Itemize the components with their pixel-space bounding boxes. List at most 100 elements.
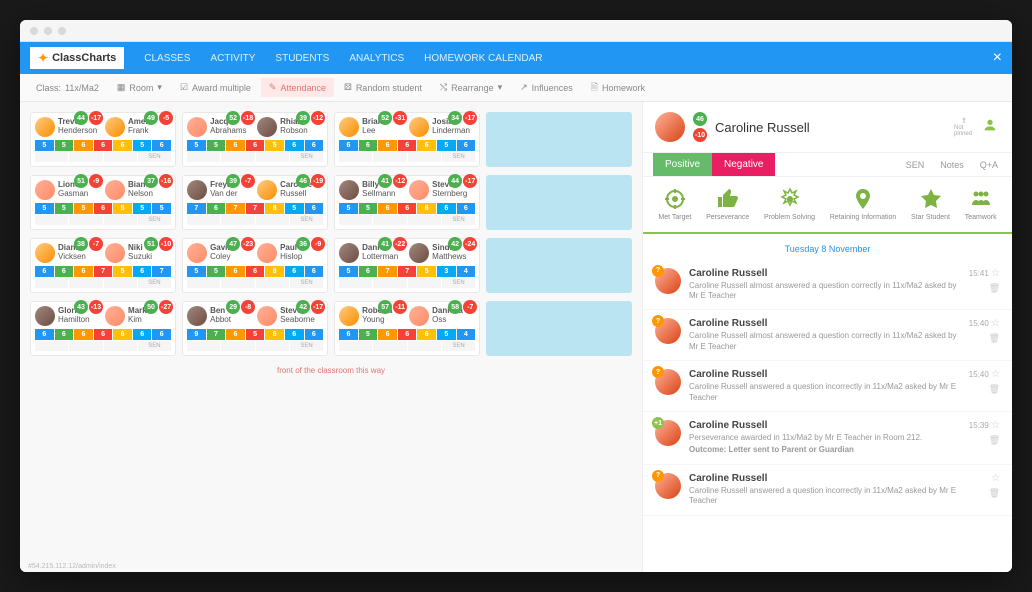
star-icon[interactable]: ☆ <box>991 318 1000 329</box>
random-student-tool[interactable]: ⚄ Random student <box>336 78 430 97</box>
feed-item[interactable]: ?Caroline RussellCaroline Russell almost… <box>643 310 1012 361</box>
homework-tool[interactable]: 🗎 Homework <box>583 76 653 100</box>
empty-desk[interactable] <box>486 175 632 230</box>
trash-icon[interactable]: 🗑 <box>989 435 1000 446</box>
feed-item[interactable]: ?Caroline RussellCaroline Russell almost… <box>643 260 1012 311</box>
desk-card[interactable]: GloriaHamilton43-13MarkKim50-276666666SE… <box>30 301 176 356</box>
student[interactable]: JacquiAbrahams52-18 <box>187 117 253 137</box>
trash-icon[interactable]: 🗑 <box>989 384 1000 395</box>
student[interactable]: BenAbbot29-8 <box>187 306 253 326</box>
desk-card[interactable]: BenAbbot29-8StevenSeaborne42-179765666SE… <box>182 301 328 356</box>
rearrange-tool[interactable]: ⤭ Rearrange ▾ <box>432 78 510 97</box>
nav-item[interactable]: ACTIVITY <box>200 53 265 64</box>
score-cell: 5 <box>55 203 74 214</box>
nav-item[interactable]: ANALYTICS <box>339 53 414 64</box>
positive-badge: 51 <box>144 237 158 251</box>
student[interactable]: BillySellmann41-12 <box>339 180 405 200</box>
score-cell: 5 <box>207 140 226 151</box>
score-cell: 7 <box>187 203 206 214</box>
influences-tool[interactable]: ↗ Influences <box>512 78 581 97</box>
student[interactable]: MarkKim50-27 <box>105 306 171 326</box>
feed-item[interactable]: +1Caroline RussellPerseverance awarded i… <box>643 412 1012 465</box>
student[interactable]: JosiahLinderman34-17 <box>409 117 475 137</box>
feed-dot: +1 <box>652 417 664 429</box>
feed-name: Caroline Russell <box>689 473 981 484</box>
student[interactable]: BrianLee52-31 <box>339 117 405 137</box>
logo[interactable]: ✦ ClassCharts <box>30 47 124 69</box>
student[interactable]: SindhuMatthews42-24 <box>409 243 475 263</box>
desk-card[interactable]: JacquiAbrahams52-18RhianRobson39-1255665… <box>182 112 328 167</box>
desk-card[interactable]: BrianLee52-31JosiahLinderman34-176666656… <box>334 112 480 167</box>
pin-icon[interactable]: Not pinned <box>954 117 974 137</box>
tab-link[interactable]: SEN <box>902 154 929 176</box>
student[interactable]: StevenSternberg44-17 <box>409 180 475 200</box>
desk-card[interactable]: TrevorHenderson44-17AmeliaFrank49-555666… <box>30 112 176 167</box>
student[interactable]: FreyaVan der39-7 <box>187 180 253 200</box>
score-cell: 5 <box>437 140 456 151</box>
score-cell: 6 <box>207 203 226 214</box>
room-tool[interactable]: ▦ Room ▾ <box>109 78 170 97</box>
feed-item[interactable]: ?Caroline RussellCaroline Russell answer… <box>643 465 1012 516</box>
student[interactable]: GloriaHamilton43-13 <box>35 306 101 326</box>
top-nav: ✦ ClassCharts CLASSESACTIVITYSTUDENTSANA… <box>20 42 1012 74</box>
award-button[interactable]: Perseverance <box>706 187 749 222</box>
trash-icon[interactable]: 🗑 <box>989 283 1000 294</box>
feed-dot: ? <box>652 366 664 378</box>
student[interactable]: RhianRobson39-12 <box>257 117 323 137</box>
student[interactable]: BiancaNelson37-16 <box>105 180 171 200</box>
award-button[interactable]: Retaining Information <box>830 187 897 222</box>
attendance-tool[interactable]: ✎ Attendance <box>261 78 334 97</box>
student[interactable]: TrevorHenderson44-17 <box>35 117 101 137</box>
student[interactable]: PaulHislop36-9 <box>257 243 323 263</box>
desk-card[interactable]: LionelGasman51-9BiancaNelson37-165556555… <box>30 175 176 230</box>
desk-card[interactable]: RobertaYoung57-11DaniellaOss58-76566654S… <box>334 301 480 356</box>
student[interactable]: GavinColey47-23 <box>187 243 253 263</box>
behavior-tabs: Positive Negative SEN Notes Q+A <box>643 153 1012 177</box>
award-button[interactable]: Teamwork <box>965 187 997 222</box>
student[interactable]: DaniellaOss58-7 <box>409 306 475 326</box>
user-icon[interactable] <box>980 117 1000 137</box>
empty-desk[interactable] <box>486 301 632 356</box>
feed-name: Caroline Russell <box>689 268 961 279</box>
star-icon[interactable]: ☆ <box>991 420 1000 431</box>
student[interactable]: StevenSeaborne42-17 <box>257 306 323 326</box>
seating-chart: TrevorHenderson44-17AmeliaFrank49-5 5 5 6 6 6… <box>20 102 642 572</box>
desk-card[interactable]: DanielLotterman41-22SindhuMatthews42-245… <box>334 238 480 293</box>
star-icon[interactable]: ☆ <box>991 268 1000 279</box>
award-button[interactable]: Problem Solving <box>764 187 815 222</box>
class-selector[interactable]: Class: 11x/Ma2 <box>28 79 107 97</box>
award-button[interactable]: Met Target <box>658 187 691 222</box>
star-icon[interactable]: ☆ <box>991 369 1000 380</box>
negative-tab[interactable]: Negative <box>712 153 775 176</box>
score-cell: 8 <box>265 266 284 277</box>
tab-link[interactable]: Notes <box>936 154 968 176</box>
score-cell: 6 <box>285 329 304 340</box>
student[interactable]: LionelGasman51-9 <box>35 180 101 200</box>
student[interactable]: NikiSuzuki51-10 <box>105 243 171 263</box>
close-icon[interactable]: × <box>993 49 1002 67</box>
trash-icon[interactable]: 🗑 <box>989 488 1000 499</box>
student[interactable]: AmeliaFrank49-5 <box>105 117 171 137</box>
tab-link[interactable]: Q+A <box>976 154 1002 176</box>
desk-card[interactable]: DianaVicksen38-7NikiSuzuki51-106667567SE… <box>30 238 176 293</box>
trash-icon[interactable]: 🗑 <box>989 333 1000 344</box>
feed-item[interactable]: ?Caroline RussellCaroline Russell answer… <box>643 361 1012 412</box>
desk-card[interactable]: FreyaVan der39-7CarolineRussell46-197677… <box>182 175 328 230</box>
score-cell: 6 <box>94 140 113 151</box>
award-button[interactable]: Star Student <box>911 187 950 222</box>
negative-badge: -17 <box>89 111 103 125</box>
empty-desk[interactable] <box>486 112 632 167</box>
student[interactable]: DanielLotterman41-22 <box>339 243 405 263</box>
positive-tab[interactable]: Positive <box>653 153 712 176</box>
nav-item[interactable]: STUDENTS <box>265 53 339 64</box>
award-multiple-tool[interactable]: ☑ Award multiple <box>172 78 259 97</box>
desk-card[interactable]: GavinColey47-23PaulHislop36-95566866SEN <box>182 238 328 293</box>
nav-item[interactable]: HOMEWORK CALENDAR <box>414 53 552 64</box>
student[interactable]: CarolineRussell46-19 <box>257 180 323 200</box>
nav-item[interactable]: CLASSES <box>134 53 200 64</box>
star-icon[interactable]: ☆ <box>991 473 1000 484</box>
empty-desk[interactable] <box>486 238 632 293</box>
student[interactable]: DianaVicksen38-7 <box>35 243 101 263</box>
desk-card[interactable]: BillySellmann41-12StevenSternberg44-1755… <box>334 175 480 230</box>
student[interactable]: RobertaYoung57-11 <box>339 306 405 326</box>
